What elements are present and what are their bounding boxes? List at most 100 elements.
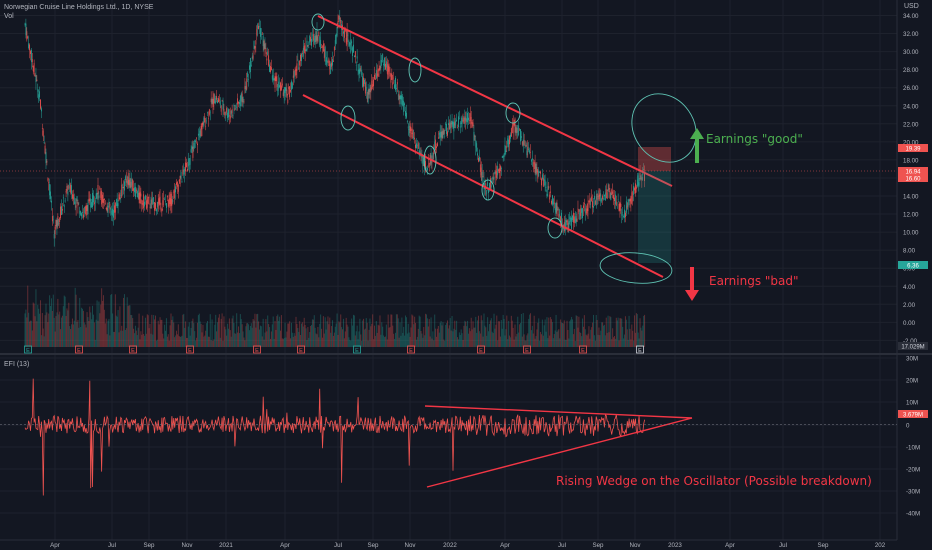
volume-bar xyxy=(38,308,40,347)
volume-bar xyxy=(70,329,72,347)
volume-bar xyxy=(269,327,271,347)
candle-body xyxy=(589,198,591,206)
volume-bar xyxy=(276,316,278,347)
volume-bar xyxy=(537,322,539,347)
candle-body xyxy=(270,66,271,73)
volume-bar xyxy=(479,333,481,347)
volume-bar xyxy=(152,334,154,347)
volume-bar xyxy=(578,316,580,347)
candle-body xyxy=(118,194,120,201)
volume-bar xyxy=(213,339,215,347)
volume-bar xyxy=(327,316,329,347)
volume-bar xyxy=(75,294,77,347)
earnings-marker xyxy=(407,345,415,354)
volume-bar xyxy=(108,318,110,347)
volume-bar xyxy=(32,302,34,347)
candle-body xyxy=(146,199,148,208)
volume-bar xyxy=(270,331,272,347)
volume-bar xyxy=(138,313,140,347)
volume-bar xyxy=(373,339,375,347)
price-tick-label: 6.00 xyxy=(903,266,916,273)
candle-body xyxy=(442,130,444,138)
candle-body xyxy=(119,197,121,200)
volume-bar xyxy=(549,335,551,347)
volume-bar xyxy=(146,314,148,347)
volume-bar xyxy=(224,326,226,347)
candle-body xyxy=(641,177,643,181)
volume-bar xyxy=(228,318,230,347)
volume-bar xyxy=(577,327,579,347)
candle-body xyxy=(580,208,582,216)
volume-bar xyxy=(486,335,488,347)
candle-body xyxy=(236,107,238,109)
candle-body xyxy=(204,116,206,123)
earnings-marker-label: E xyxy=(409,348,413,354)
volume-bar xyxy=(378,325,380,347)
candle-body xyxy=(232,115,234,116)
volume-bar xyxy=(432,331,434,347)
candle-body xyxy=(448,123,449,125)
candle-body xyxy=(406,112,407,118)
volume-bar xyxy=(366,322,368,347)
volume-bar xyxy=(545,331,547,347)
volume-bar xyxy=(356,325,358,347)
volume-bar xyxy=(154,315,156,347)
volume-bar xyxy=(567,330,569,347)
volume-bar xyxy=(248,324,250,347)
candle-body xyxy=(536,167,538,173)
candle-body xyxy=(581,208,583,213)
candle-body xyxy=(543,179,545,181)
volume-bar xyxy=(163,338,165,347)
candle-body xyxy=(364,79,365,84)
candle-body xyxy=(604,194,605,197)
volume-bar xyxy=(474,327,476,347)
candle-body xyxy=(281,85,282,90)
candle-body xyxy=(339,17,341,22)
candle-body xyxy=(617,199,619,200)
trend-drawings[interactable] xyxy=(302,13,709,488)
time-tick-label: 2021 xyxy=(219,542,233,549)
volume-bar xyxy=(77,320,79,347)
candle-body xyxy=(445,123,447,125)
candle-body xyxy=(144,201,145,207)
highlight-ellipse xyxy=(340,105,356,131)
volume-bar xyxy=(111,293,113,347)
volume-bar xyxy=(464,320,466,347)
volume-bar xyxy=(24,313,26,347)
volume-bar xyxy=(309,332,311,347)
candle-body xyxy=(626,205,628,209)
volume-bar xyxy=(397,318,399,347)
candle-body xyxy=(351,41,353,44)
candle-body xyxy=(455,120,457,129)
candle-body xyxy=(465,117,467,123)
candle-body xyxy=(80,211,82,215)
candle-body xyxy=(152,198,154,199)
candle-body xyxy=(125,179,127,183)
volume-bar xyxy=(81,307,83,347)
candle-body xyxy=(135,186,136,198)
volume-bar xyxy=(165,318,167,347)
candle-body xyxy=(153,197,155,205)
volume-bar xyxy=(315,333,317,347)
volume-bar xyxy=(241,324,243,347)
candle-body xyxy=(129,178,131,188)
volume-bar xyxy=(478,315,480,347)
volume-bar xyxy=(333,332,335,347)
volume-bar xyxy=(562,323,564,347)
earnings-good-arrowhead xyxy=(690,128,704,139)
candle-body xyxy=(151,198,153,204)
candle-body xyxy=(524,147,526,148)
volume-bar xyxy=(342,329,344,347)
candle-body xyxy=(209,112,211,113)
volume-bar xyxy=(198,313,200,347)
volume-bar xyxy=(472,321,474,347)
price-level-label: 16.94 xyxy=(905,169,921,175)
candle-body xyxy=(294,70,296,71)
candle-body xyxy=(218,99,220,101)
volume-bar xyxy=(132,318,134,347)
upper-channel-line xyxy=(317,15,673,187)
candle-body xyxy=(308,47,310,48)
candle-body xyxy=(614,194,616,205)
volume-bar xyxy=(365,318,367,347)
